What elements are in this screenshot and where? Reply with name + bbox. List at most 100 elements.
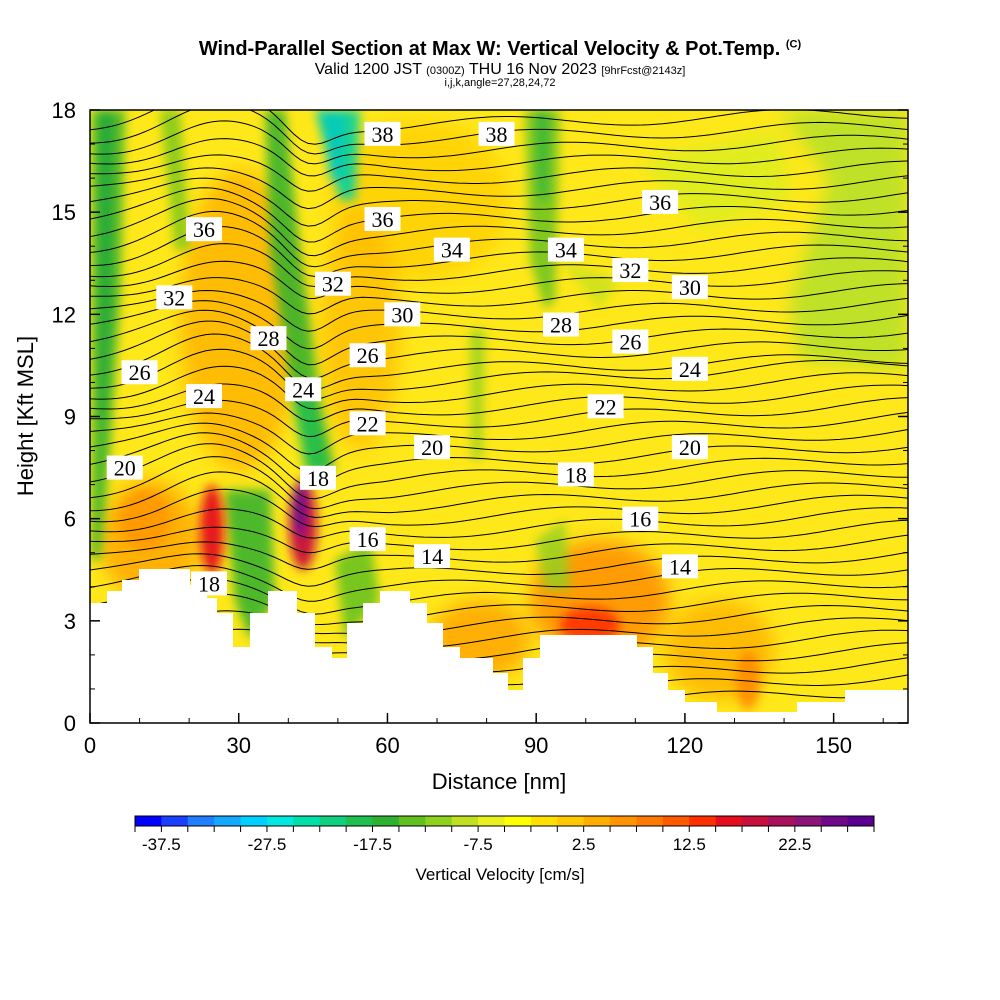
theta-contour-line xyxy=(90,519,908,554)
colorbar-bin xyxy=(478,816,505,826)
theta-contour-label: 38 xyxy=(364,122,401,147)
theta-contour-label: 36 xyxy=(364,206,401,232)
theta-contour-value: 14 xyxy=(421,544,443,569)
theta-contour-value: 22 xyxy=(595,394,617,419)
x-tick-label: 0 xyxy=(84,733,96,758)
theta-contour-line xyxy=(90,309,908,366)
theta-contour-label: 36 xyxy=(186,217,223,242)
colorbar-bin xyxy=(161,816,189,826)
x-axis-label: Distance [nm] xyxy=(432,769,567,794)
colorbar-label: Vertical Velocity [cm/s] xyxy=(415,865,584,884)
theta-contour-label: 24 xyxy=(285,377,322,402)
theta-contour-label: 34 xyxy=(547,237,584,263)
theta-contour-label: 20 xyxy=(671,435,708,460)
theta-contour-line xyxy=(90,277,908,315)
x-tick-label: 120 xyxy=(667,733,704,758)
theta-contour-line xyxy=(90,210,908,268)
chart-title: Wind-Parallel Section at Max W: Vertical… xyxy=(198,38,802,60)
theta-contour-line xyxy=(90,333,908,390)
colorbar-bin xyxy=(187,816,215,826)
colorbar-bin xyxy=(319,816,347,826)
theta-contour-label: 32 xyxy=(612,258,649,283)
chart-subtitle: Valid 1200 JST (0300Z) THU 16 Nov 2023 [… xyxy=(314,61,686,78)
theta-contour-label: 18 xyxy=(300,465,337,491)
contour-label-layer: 38 38 36 36 36 34 34 32 32 32 30 30 28 28 26 26 26 24 24 24… xyxy=(106,122,708,596)
theta-contour-label: 20 xyxy=(106,455,143,481)
colorbar-bin xyxy=(689,816,717,826)
colorbar-bin xyxy=(293,816,321,826)
theta-contour-line xyxy=(90,422,908,472)
theta-contour-value: 14 xyxy=(669,554,691,579)
theta-contour-label: 14 xyxy=(661,554,698,579)
theta-contour-value: 32 xyxy=(619,258,641,283)
y-tick-label: 0 xyxy=(64,711,76,736)
theta-contour-line xyxy=(90,243,908,288)
colorbar-bin xyxy=(742,816,769,826)
theta-contour-label: 14 xyxy=(414,544,451,569)
y-tick-label: 18 xyxy=(52,98,76,123)
theta-contour-label: 26 xyxy=(349,343,386,368)
theta-contour-line xyxy=(90,365,908,410)
theta-contour-line xyxy=(90,320,908,379)
theta-contour-label: 32 xyxy=(314,271,351,297)
colorbar-bin xyxy=(240,816,268,826)
theta-contour-line xyxy=(90,110,908,145)
colorbar-tick-label: 2.5 xyxy=(572,835,596,854)
theta-contour-line xyxy=(90,534,908,570)
theta-contour-line xyxy=(90,138,908,177)
colorbar-tick-label: -7.5 xyxy=(463,835,492,854)
theta-contour-value: 24 xyxy=(679,357,701,382)
theta-contour-line xyxy=(90,564,908,602)
theta-contour-line xyxy=(90,456,908,510)
theta-contour-label: 22 xyxy=(349,411,386,436)
theta-contour-value: 18 xyxy=(307,466,329,491)
theta-contour-line xyxy=(90,432,908,487)
colorbar-bin xyxy=(662,816,690,826)
theta-contour-line xyxy=(90,411,908,455)
colorbar-bin xyxy=(768,816,796,826)
theta-contour-line xyxy=(90,300,908,350)
theta-contour-line xyxy=(90,507,908,539)
theta-contour-line xyxy=(90,488,908,528)
x-tick-label: 150 xyxy=(815,733,852,758)
theta-contour-label: 26 xyxy=(612,329,649,355)
theta-contour-line xyxy=(90,397,908,438)
theta-contour-label: 28 xyxy=(250,326,287,351)
terrain-mask xyxy=(90,569,908,723)
colorbar-bin xyxy=(214,816,242,826)
colorbar-tick-label: -27.5 xyxy=(248,835,287,854)
y-tick-label: 15 xyxy=(52,200,76,225)
theta-contour-value: 26 xyxy=(129,360,151,385)
colorbar-bin xyxy=(847,816,875,826)
theta-contour-value: 16 xyxy=(357,527,379,552)
colorbar-tick-label: 12.5 xyxy=(673,835,706,854)
theta-contour-line xyxy=(90,289,908,332)
colorbar-bin xyxy=(451,816,479,826)
theta-contour-label: 24 xyxy=(186,384,223,409)
theta-contour-line xyxy=(90,120,908,165)
y-tick-label: 6 xyxy=(64,507,76,532)
theta-contour-line xyxy=(90,604,908,636)
theta-contour-value: 30 xyxy=(679,275,701,300)
colorbar-bin xyxy=(794,816,822,826)
colorbar-tick-label: 22.5 xyxy=(778,835,811,854)
theta-contour-value: 28 xyxy=(257,326,279,351)
colorbar-bin xyxy=(346,816,374,826)
colorbar-bin xyxy=(583,816,611,826)
theta-contour-value: 22 xyxy=(357,411,379,436)
theta-contour-line xyxy=(90,551,908,587)
theta-contour-value: 34 xyxy=(555,238,577,263)
theta-contour-value: 26 xyxy=(357,343,379,368)
theta-contour-line xyxy=(90,471,908,519)
theta-contour-value: 32 xyxy=(322,272,344,297)
theta-contour-line xyxy=(90,187,908,243)
colorbar-tick-label: -37.5 xyxy=(142,835,181,854)
colorbar-bin xyxy=(557,816,585,826)
theta-contour-value: 28 xyxy=(550,313,572,338)
colorbar: -37.5 -27.5 -17.5 -7.5 2.5 12.5 22.5 xyxy=(134,815,875,854)
grid-info: i,j,k,angle=27,28,24,72 xyxy=(444,77,556,89)
colorbar-bin xyxy=(425,816,453,826)
y-tick-label: 3 xyxy=(64,609,76,634)
